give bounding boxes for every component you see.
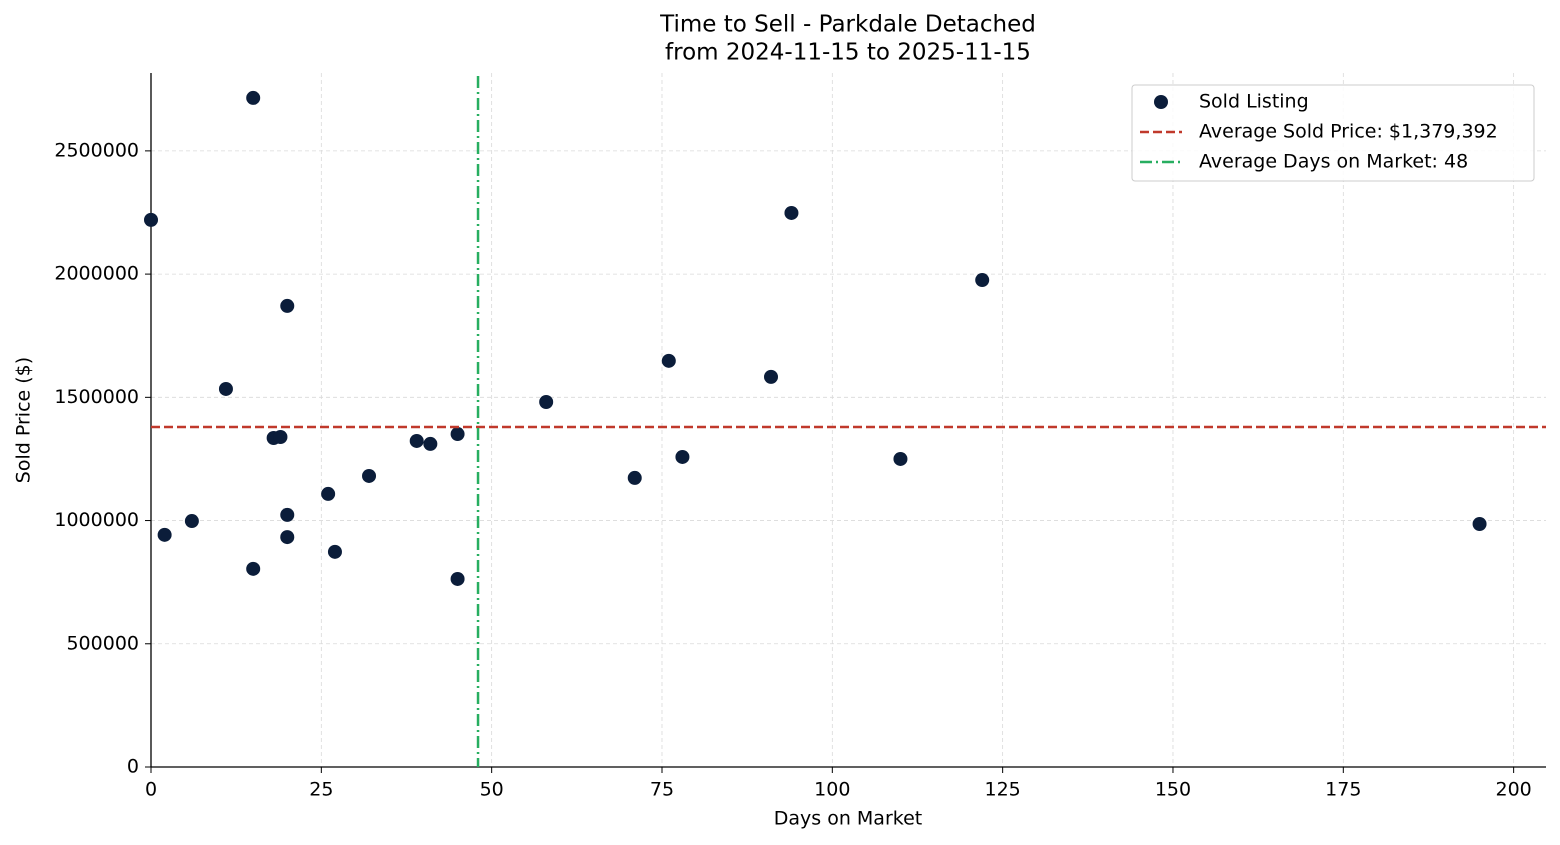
point <box>450 427 465 442</box>
chart-subtitle: from 2024-11-15 to 2025-11-15 <box>665 40 1031 66</box>
x-axis-label: Days on Market <box>774 808 922 830</box>
point <box>1472 517 1487 532</box>
y-axis-label: Sold Price ($) <box>13 357 35 483</box>
point <box>184 514 199 529</box>
point <box>975 273 990 288</box>
y-tick-label: 1000000 <box>54 509 139 531</box>
point <box>144 212 158 227</box>
y-tick-label: 500000 <box>66 632 139 654</box>
legend-label: Average Days on Market: 48 <box>1199 151 1468 173</box>
y-tick-label: 1500000 <box>54 386 139 408</box>
y-tick-label: 2000000 <box>54 263 139 285</box>
x-tick-label: 75 <box>650 779 674 801</box>
point <box>246 90 261 105</box>
point <box>893 451 908 466</box>
legend-label: Average Sold Price: $1,379,392 <box>1199 121 1498 143</box>
point <box>321 486 336 501</box>
x-tick-label: 175 <box>1325 779 1361 801</box>
point <box>280 530 295 545</box>
y-tick-label: 2500000 <box>54 139 139 161</box>
point <box>675 449 690 464</box>
point <box>218 381 233 396</box>
chart-title: Time to Sell - Parkdale Detached <box>659 12 1036 38</box>
legend-label: Sold Listing <box>1199 91 1309 113</box>
y-tick-label: 0 <box>127 756 139 778</box>
point <box>409 433 424 448</box>
x-tick-label: 125 <box>985 779 1021 801</box>
x-tick-label: 150 <box>1155 779 1191 801</box>
point <box>327 544 342 559</box>
x-tick-label: 200 <box>1496 779 1532 801</box>
point <box>280 298 295 313</box>
point <box>784 205 799 220</box>
x-tick-label: 25 <box>309 779 333 801</box>
x-tick-label: 50 <box>480 779 504 801</box>
point <box>764 369 778 384</box>
point <box>157 527 172 542</box>
x-tick-label: 100 <box>814 779 850 801</box>
point <box>246 561 261 576</box>
point <box>539 395 554 410</box>
point <box>280 507 295 522</box>
point <box>627 470 642 485</box>
legend-box <box>1131 84 1535 182</box>
x-tick-label: 0 <box>145 779 157 801</box>
legend-marker <box>1154 95 1168 109</box>
point <box>661 353 676 368</box>
point <box>273 430 288 445</box>
point <box>362 468 377 483</box>
point <box>450 571 465 586</box>
point <box>423 436 438 451</box>
